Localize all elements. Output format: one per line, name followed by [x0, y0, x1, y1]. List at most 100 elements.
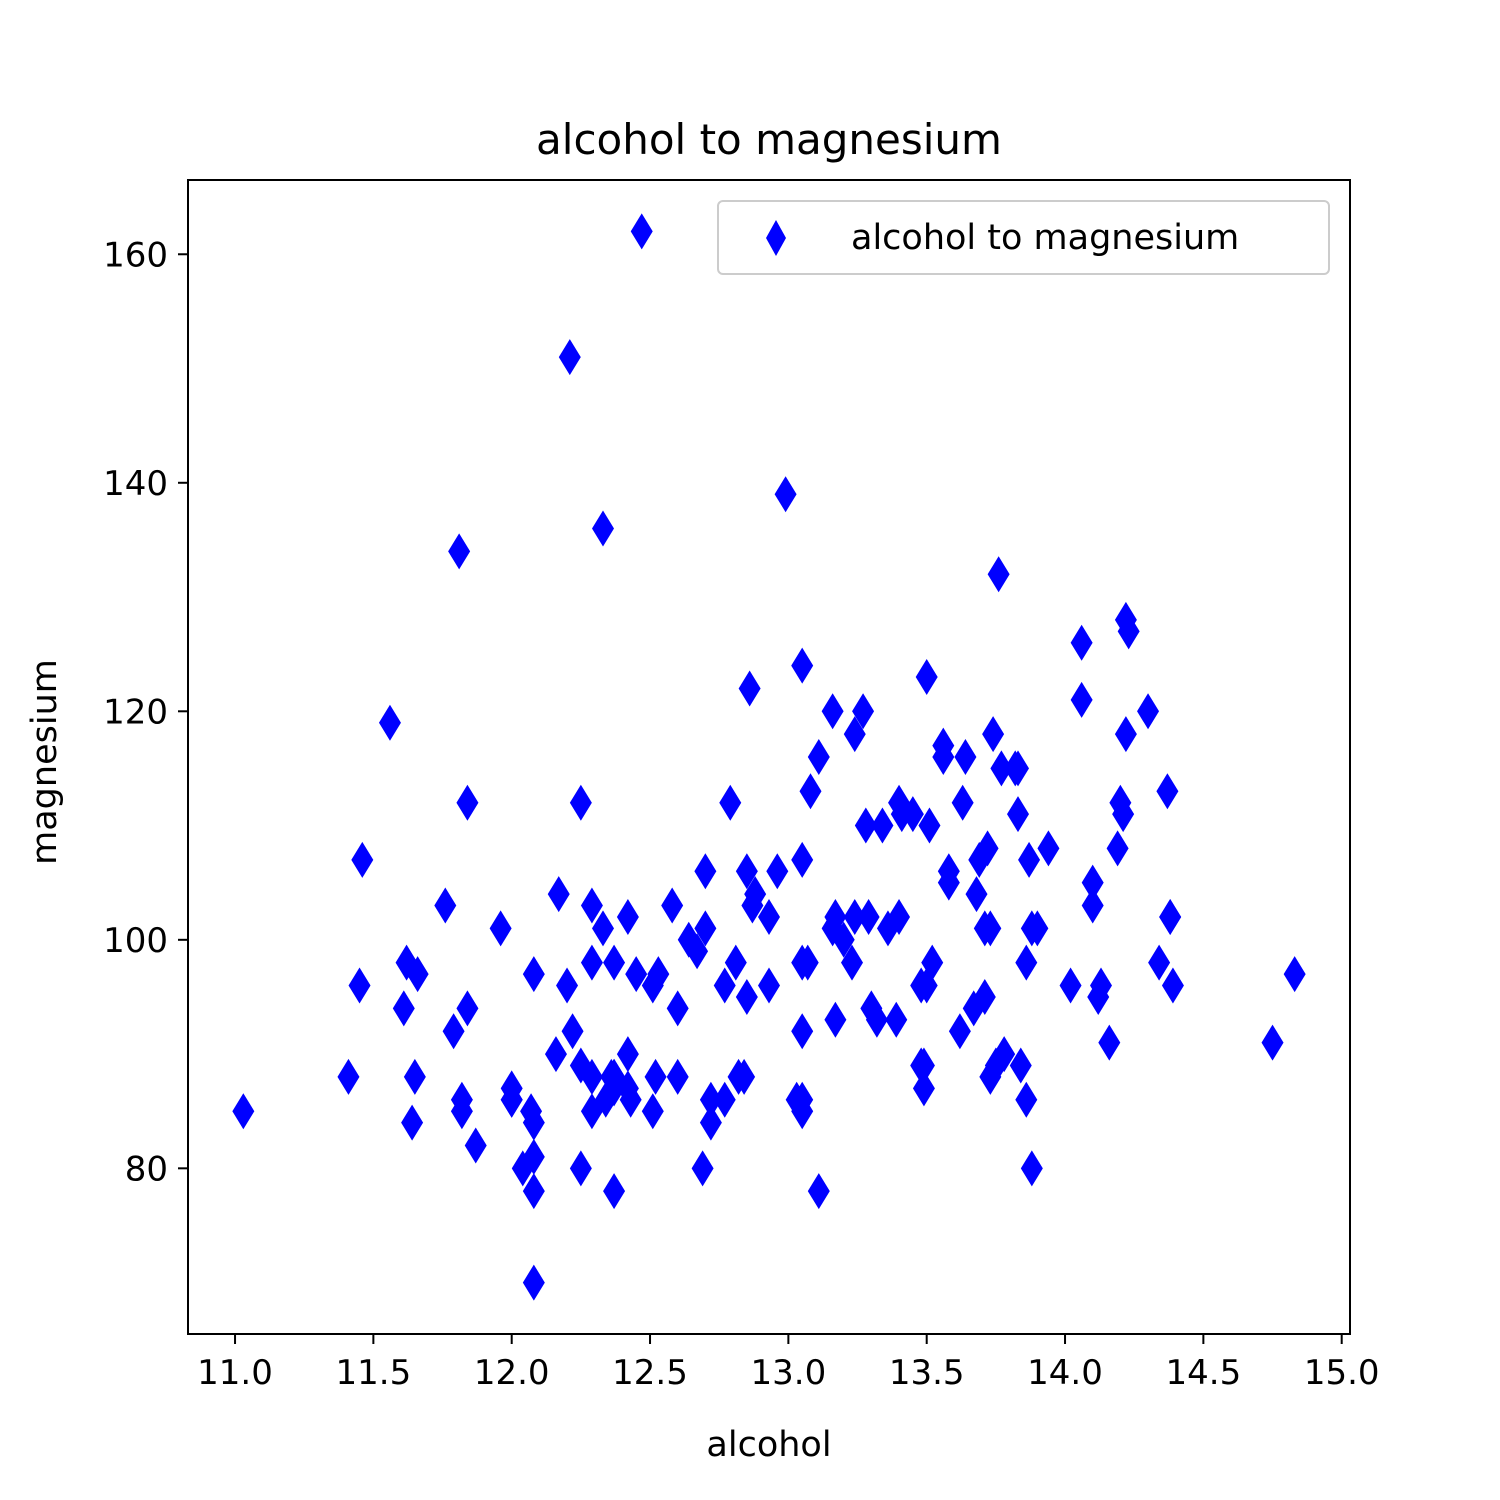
data-point — [932, 739, 955, 775]
data-point — [843, 898, 866, 935]
data-point — [854, 807, 877, 844]
data-point — [791, 841, 814, 878]
data-point — [1007, 796, 1029, 833]
data-point — [616, 1036, 639, 1073]
data-point — [791, 647, 814, 684]
data-point — [522, 1173, 545, 1210]
plot-frame — [187, 179, 1351, 1335]
y-tick-label: 160 — [103, 235, 168, 275]
data-point — [630, 213, 653, 250]
data-point — [719, 784, 742, 821]
legend-box — [717, 200, 1330, 275]
data-point — [1081, 887, 1104, 924]
data-point — [1098, 1024, 1121, 1061]
x-tick-label: 14.5 — [1166, 1353, 1242, 1393]
y-axis-ticks: 80 100 120 140 160 — [103, 235, 188, 1189]
data-point — [979, 910, 1002, 947]
data-point — [232, 1093, 255, 1130]
data-point — [1004, 750, 1027, 787]
data-point — [843, 716, 866, 753]
data-point — [724, 944, 747, 981]
data-point — [1114, 601, 1137, 638]
data-point — [987, 556, 1010, 593]
data-point — [450, 1081, 473, 1118]
data-point — [644, 1058, 667, 1095]
data-point — [511, 1150, 534, 1187]
data-point — [852, 693, 875, 730]
data-point — [910, 967, 933, 1004]
data-point — [807, 1173, 830, 1210]
y-tick-label: 120 — [103, 692, 168, 732]
data-point — [569, 1047, 592, 1084]
x-axis-ticks: 11.0 11.5 12.0 12.5 13.0 13.5 14.0 14.5 15.0 — [197, 1334, 1380, 1393]
data-point — [973, 978, 996, 1015]
x-tick-label: 13.5 — [889, 1353, 965, 1393]
data-point — [824, 898, 847, 935]
data-point — [912, 1070, 935, 1107]
data-point — [561, 1013, 584, 1050]
data-point — [871, 807, 894, 844]
data-point — [766, 853, 789, 890]
data-point — [1009, 1047, 1032, 1084]
data-point — [1137, 693, 1160, 730]
data-point — [713, 1081, 736, 1118]
data-point — [1081, 864, 1104, 901]
data-point — [464, 1127, 487, 1164]
data-point — [625, 956, 648, 993]
data-point — [1148, 944, 1171, 981]
data-point — [580, 887, 603, 924]
data-point — [403, 1058, 426, 1095]
data-point — [699, 1104, 722, 1141]
data-point — [616, 898, 639, 935]
data-point — [888, 784, 911, 821]
data-point — [544, 1036, 567, 1073]
data-point — [448, 533, 471, 570]
data-point — [522, 1264, 545, 1301]
data-point — [619, 1081, 642, 1118]
y-axis-label: magnesium — [25, 659, 65, 865]
data-point — [841, 944, 863, 981]
data-point — [395, 944, 418, 981]
data-point — [442, 1013, 465, 1050]
data-point — [699, 1081, 722, 1118]
data-point — [1037, 830, 1060, 867]
data-point — [580, 944, 603, 981]
data-point — [1156, 773, 1179, 810]
data-point — [982, 716, 1005, 753]
data-point — [758, 898, 780, 935]
data-point — [351, 841, 374, 878]
data-point — [401, 1104, 424, 1141]
data-point — [910, 1047, 933, 1084]
data-point — [1114, 716, 1137, 753]
data-point — [661, 887, 684, 924]
data-point — [821, 693, 844, 730]
data-points — [232, 213, 1306, 1301]
data-point — [1070, 681, 1093, 718]
x-axis-label: alcohol — [706, 1425, 831, 1465]
data-point — [857, 898, 880, 935]
data-point — [522, 956, 545, 993]
legend-label: alcohol to magnesium — [851, 218, 1239, 258]
data-point — [641, 1093, 664, 1130]
data-point — [600, 1058, 623, 1095]
data-point — [569, 784, 592, 821]
data-point — [1106, 830, 1129, 867]
data-point — [727, 1058, 750, 1095]
data-point — [865, 1001, 888, 1038]
data-point — [592, 910, 614, 947]
data-point — [948, 1013, 971, 1050]
data-point — [647, 956, 670, 993]
data-point — [456, 990, 479, 1027]
data-point — [990, 750, 1013, 787]
data-point — [592, 510, 614, 547]
data-point — [1261, 1024, 1284, 1061]
data-point — [1090, 967, 1112, 1004]
data-point — [691, 1150, 714, 1187]
x-tick-label: 13.0 — [751, 1353, 827, 1393]
data-point — [951, 784, 974, 821]
y-tick-label: 100 — [103, 921, 168, 961]
data-point — [520, 1093, 543, 1130]
chart-title: alcohol to magnesium — [536, 115, 1002, 164]
data-point — [1015, 1081, 1038, 1118]
data-point — [796, 944, 819, 981]
